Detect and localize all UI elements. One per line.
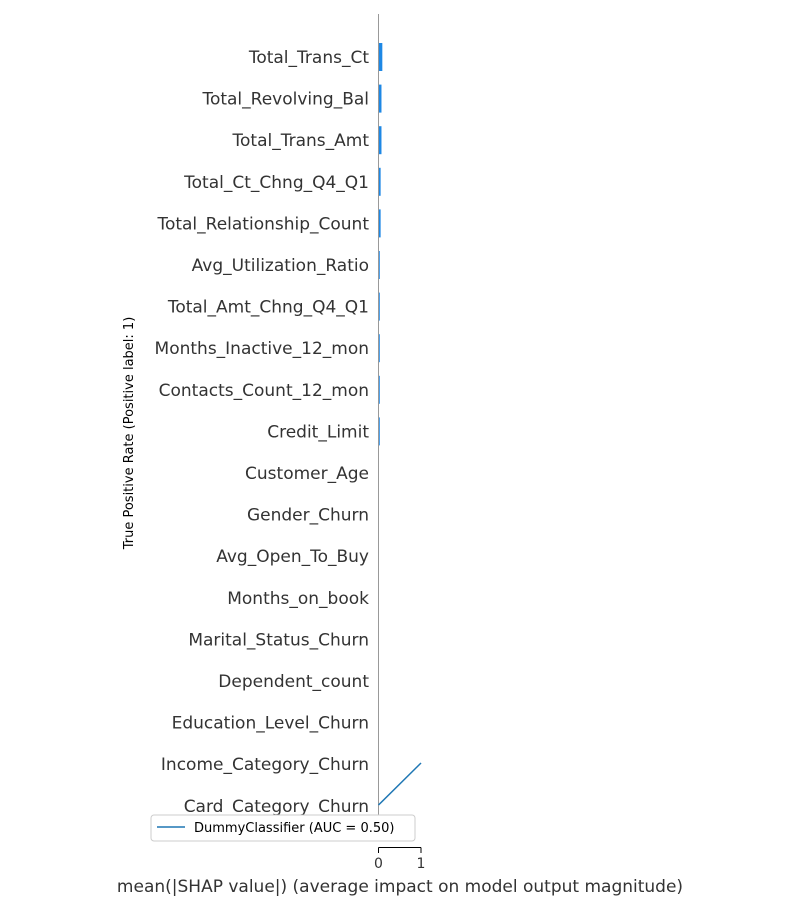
- bar: [378, 292, 380, 321]
- feature-label: Gender_Churn: [247, 506, 369, 526]
- x-tick-label: 0: [374, 856, 383, 872]
- dummy-classifier-line: [377, 762, 422, 806]
- legend-label: DummyClassifier (AUC = 0.50): [194, 821, 394, 836]
- bar: [378, 126, 382, 155]
- x-axis-label: mean(|SHAP value|) (average impact on mo…: [117, 877, 683, 897]
- bar: [378, 375, 380, 404]
- feature-labels-group: Total_Trans_Ct Total_Revolving_Bal Total_T…: [155, 48, 370, 817]
- bar: [378, 167, 381, 196]
- feature-label: Months_on_book: [227, 589, 369, 609]
- feature-label: Dependent_count: [218, 672, 369, 692]
- bars-group: [378, 43, 383, 446]
- legend-frame: [150, 814, 416, 842]
- bar: [378, 84, 382, 113]
- feature-label: Income_Category_Churn: [161, 755, 369, 775]
- feature-label: Months_Inactive_12_mon: [155, 339, 369, 359]
- feature-label: Education_Level_Churn: [172, 714, 369, 734]
- bar: [378, 417, 380, 446]
- feature-label: Contacts_Count_12_mon: [159, 381, 369, 401]
- feature-label: Total_Trans_Amt: [232, 131, 370, 151]
- feature-label: Total_Relationship_Count: [156, 214, 369, 234]
- feature-label: Avg_Open_To_Buy: [216, 547, 369, 567]
- y-axis-label: True Positive Rate (Positive label: 1): [122, 317, 137, 551]
- feature-label: Total_Revolving_Bal: [201, 90, 369, 110]
- bar: [378, 209, 381, 238]
- bar: [378, 334, 380, 363]
- feature-label: Total_Ct_Chng_Q4_Q1: [183, 173, 369, 193]
- feature-label: Credit_Limit: [267, 422, 369, 442]
- bar: [378, 43, 383, 71]
- bar: [378, 251, 380, 279]
- feature-label: Avg_Utilization_Ratio: [192, 256, 369, 276]
- feature-label: Marital_Status_Churn: [188, 630, 369, 650]
- feature-label: Total_Trans_Ct: [248, 48, 369, 68]
- feature-label: Card_Category_Churn: [184, 797, 369, 817]
- x-tick-label: 1: [417, 856, 426, 872]
- feature-label: Customer_Age: [245, 464, 369, 484]
- legend: DummyClassifier (AUC = 0.50): [150, 814, 416, 842]
- feature-label: Total_Amt_Chng_Q4_Q1: [167, 298, 369, 318]
